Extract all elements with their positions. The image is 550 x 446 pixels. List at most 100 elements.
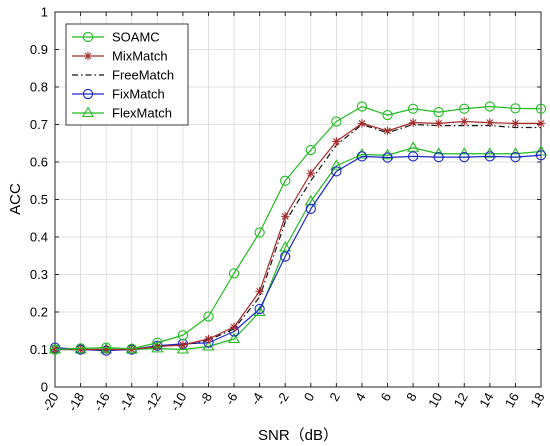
data-point <box>255 287 264 296</box>
x-tick-label: -12 <box>142 390 164 414</box>
data-point <box>152 337 163 348</box>
x-tick-label: -8 <box>196 390 215 408</box>
data-point <box>357 119 367 128</box>
legend-entry: FixMatch <box>72 87 165 102</box>
x-tick-label: -10 <box>167 390 189 414</box>
y-tick-label: 0.1 <box>30 342 48 357</box>
data-point <box>83 51 93 61</box>
data-point <box>330 159 343 170</box>
data-point <box>227 332 241 344</box>
data-point <box>407 151 419 162</box>
data-point <box>408 118 418 127</box>
legend-entry: FreeMatch <box>72 68 174 83</box>
data-point <box>382 109 393 121</box>
y-tick-label: 0.4 <box>30 230 48 245</box>
data-point <box>81 106 95 118</box>
data-point <box>82 31 94 43</box>
x-tick-label: 8 <box>403 390 420 404</box>
data-point <box>203 311 214 322</box>
data-point <box>356 101 368 112</box>
data-point <box>281 212 290 221</box>
data-point <box>101 345 111 354</box>
y-tick-label: 0.7 <box>30 117 48 132</box>
data-point <box>383 126 392 136</box>
y-tick-label: 0.5 <box>30 192 48 207</box>
x-tick-label: -14 <box>116 390 138 414</box>
data-point <box>484 101 495 112</box>
data-point <box>331 166 342 177</box>
data-point <box>332 137 341 146</box>
y-tick-label: 0 <box>41 380 48 395</box>
x-axis-title: SNR（dB） <box>258 427 338 444</box>
y-axis-title: ACC <box>7 183 24 215</box>
x-tick-label: 2 <box>326 390 343 404</box>
data-point <box>382 152 393 163</box>
legend-label: SOAMC <box>112 30 160 45</box>
data-point <box>433 151 444 163</box>
x-tick-label: 16 <box>502 390 522 410</box>
data-point <box>459 151 470 163</box>
data-point <box>356 151 368 162</box>
legend: SOAMC MixMatch FreeMatch FixMatch FlexMatch <box>65 23 189 126</box>
data-point <box>535 150 547 161</box>
x-tick-label: 6 <box>378 390 395 404</box>
data-point <box>534 144 548 156</box>
data-point <box>254 303 265 315</box>
data-point <box>254 227 265 238</box>
legend-label: FixMatch <box>112 87 165 102</box>
legend-label: FreeMatch <box>112 68 174 83</box>
data-point <box>407 103 419 114</box>
x-tick-label: 10 <box>425 390 445 410</box>
data-point <box>459 103 470 114</box>
y-tick-label: 0.9 <box>30 42 48 57</box>
y-tick-label: 0.8 <box>30 80 48 95</box>
data-point <box>355 147 369 159</box>
legend-label: MixMatch <box>112 49 168 64</box>
data-point <box>126 343 137 354</box>
data-point <box>101 342 112 353</box>
series-soamc <box>49 101 547 355</box>
data-point <box>536 119 546 128</box>
data-point <box>228 268 240 279</box>
data-point <box>485 118 495 127</box>
legend-entry: MixMatch <box>72 49 168 64</box>
data-point <box>151 341 164 353</box>
data-point <box>178 340 188 350</box>
data-point <box>82 88 94 100</box>
data-point <box>460 117 469 126</box>
data-point <box>433 106 444 118</box>
x-tick-label: -4 <box>247 390 266 408</box>
y-tick-label: 0.2 <box>30 305 48 320</box>
data-point <box>229 322 239 332</box>
data-point <box>511 119 520 128</box>
data-point <box>305 203 316 215</box>
y-tick-label: 1 <box>41 5 48 20</box>
data-point <box>306 169 315 178</box>
x-tick-label: 4 <box>352 390 369 404</box>
data-point <box>381 148 394 160</box>
data-point <box>280 175 291 186</box>
data-point <box>331 116 342 127</box>
data-point <box>304 194 317 206</box>
x-tick-label: 12 <box>451 390 471 410</box>
data-point <box>49 344 61 355</box>
data-point <box>280 251 291 262</box>
data-point <box>127 345 136 354</box>
data-point <box>76 345 85 354</box>
data-point <box>75 343 86 354</box>
data-point <box>153 342 162 351</box>
data-point <box>176 342 189 354</box>
legend-entry: SOAMC <box>72 30 160 45</box>
data-point <box>204 334 213 344</box>
x-tick-label: 18 <box>527 390 547 410</box>
data-point <box>279 240 292 252</box>
x-tick-label: -18 <box>65 390 87 414</box>
x-tick-label: -6 <box>222 390 241 408</box>
data-point <box>305 144 316 156</box>
x-tick-label: 14 <box>476 390 496 410</box>
x-tick-label: -2 <box>273 390 292 408</box>
data-point <box>434 119 443 128</box>
data-point <box>484 151 495 162</box>
x-tick-label: 0 <box>301 390 318 404</box>
